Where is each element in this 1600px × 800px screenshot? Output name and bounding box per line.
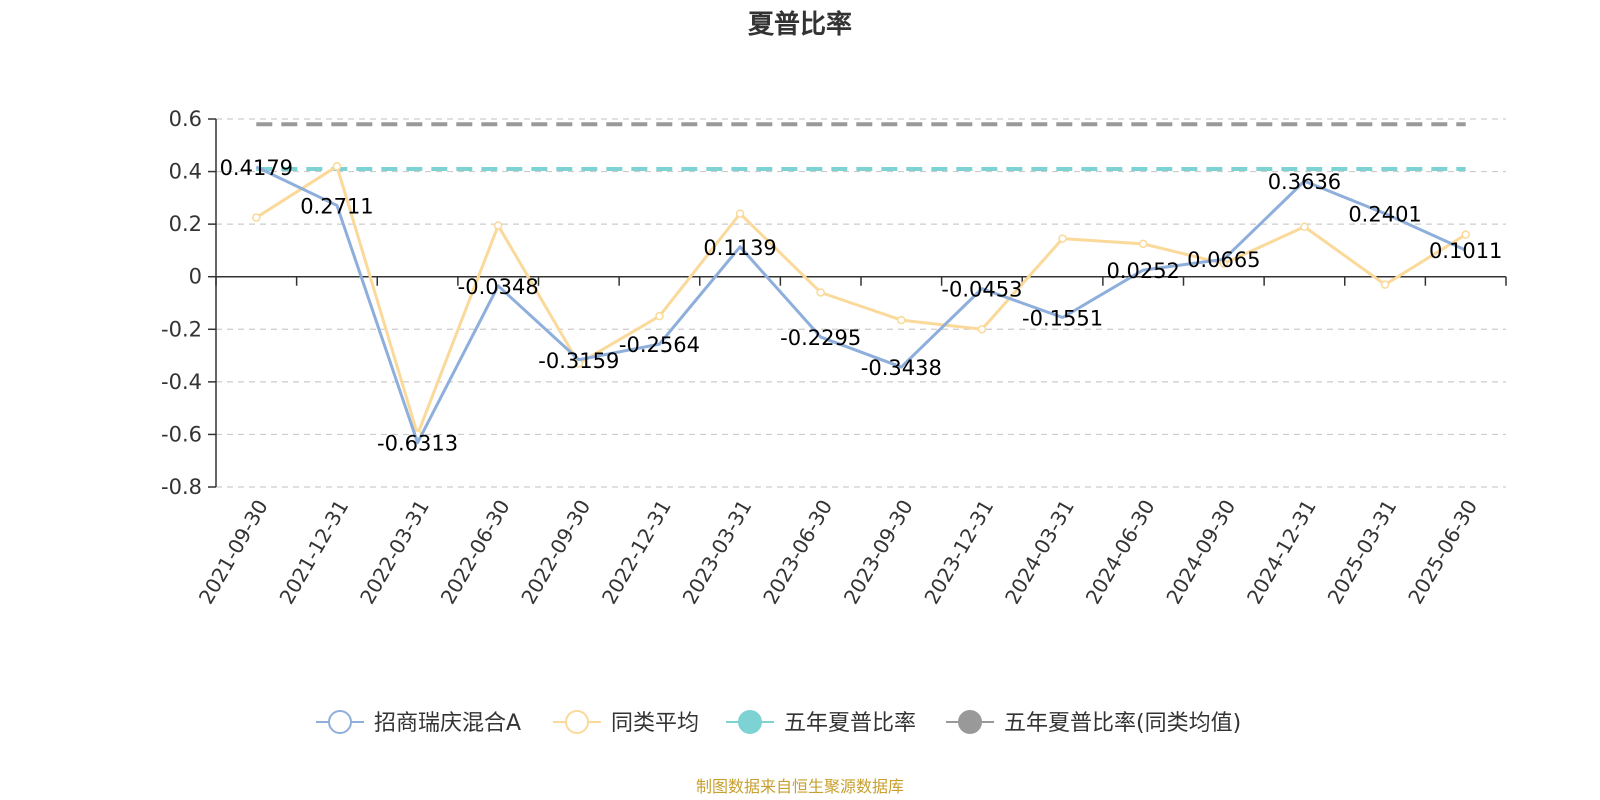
- x-tick-label: 2022-12-31: [597, 496, 676, 609]
- legend-item[interactable]: 招商瑞庆混合A: [316, 710, 521, 736]
- y-tick-label: 0.4: [169, 160, 202, 184]
- data-label: 0.1011: [1429, 239, 1502, 263]
- y-tick-label: 0: [189, 265, 202, 289]
- x-tick-label: 2024-06-30: [1081, 496, 1160, 609]
- data-label: 0.3636: [1268, 170, 1341, 194]
- grid-layer: [216, 118, 1506, 488]
- x-tick-label: 2024-12-31: [1242, 496, 1321, 609]
- x-tick-label: 2024-09-30: [1161, 496, 1240, 609]
- x-tick-label: 2023-06-30: [758, 496, 837, 609]
- data-point[interactable]: [1058, 234, 1067, 243]
- data-label: 0.0665: [1187, 248, 1260, 272]
- x-tick-label: 2021-09-30: [194, 496, 273, 609]
- data-point[interactable]: [735, 209, 745, 218]
- source-note: 制图数据来自恒生聚源数据库: [696, 777, 904, 796]
- data-label: -0.0453: [941, 278, 1022, 302]
- legend: 招商瑞庆混合A 同类平均 五年夏普比率 五年夏普比率(同类均值): [316, 710, 1241, 736]
- data-point[interactable]: [1138, 239, 1148, 249]
- data-point[interactable]: [1380, 280, 1390, 289]
- data-point[interactable]: [1300, 222, 1309, 232]
- x-tick-label: 2022-03-31: [355, 496, 434, 609]
- y-tick-label: -0.4: [161, 370, 202, 394]
- data-label: 0.4179: [220, 156, 293, 180]
- legend-marker: [958, 710, 982, 734]
- data-label: 0.1139: [703, 236, 776, 260]
- data-label: -0.0348: [458, 275, 539, 299]
- legend-item[interactable]: 五年夏普比率(同类均值): [946, 710, 1241, 736]
- chart-title: 夏普比率: [748, 9, 852, 40]
- x-tick-label: 2023-03-31: [677, 496, 756, 609]
- legend-marker: [738, 710, 762, 734]
- data-point[interactable]: [252, 213, 261, 222]
- legend-item[interactable]: 五年夏普比率: [726, 710, 916, 736]
- data-point[interactable]: [1461, 230, 1470, 239]
- data-label: 0.2401: [1348, 203, 1421, 227]
- data-label: -0.2295: [780, 326, 861, 350]
- x-tick-label: 2025-06-30: [1403, 496, 1482, 609]
- legend-label: 同类平均: [611, 711, 699, 736]
- y-tick-label: 0.2: [169, 212, 202, 236]
- x-tick-label: 2021-12-31: [274, 496, 353, 609]
- series-line: [255, 165, 1467, 445]
- legend-label: 招商瑞庆混合A: [374, 711, 521, 736]
- legend-item[interactable]: 同类平均: [553, 710, 699, 736]
- series-line: [255, 164, 1467, 436]
- y-tick-label: -0.6: [161, 422, 202, 446]
- data-point[interactable]: [332, 162, 342, 171]
- y-tick-label: -0.8: [161, 475, 202, 499]
- legend-label: 五年夏普比率: [784, 711, 916, 736]
- x-tick-label: 2023-12-31: [919, 496, 998, 609]
- data-label: 0.0252: [1106, 259, 1179, 283]
- data-label: -0.2564: [619, 333, 700, 357]
- x-tick-label: 2024-03-31: [1000, 496, 1079, 609]
- data-point[interactable]: [977, 325, 987, 334]
- data-point[interactable]: [655, 311, 664, 321]
- x-tick-label: 2022-06-30: [436, 496, 515, 609]
- legend-label: 五年夏普比率(同类均值): [1004, 711, 1241, 736]
- data-label: -0.6313: [377, 432, 458, 456]
- legend-marker: [565, 710, 589, 734]
- data-labels: 0.4179 0.2711 -0.6313 -0.0348 -0.3159-0.2564…: [220, 156, 1503, 456]
- data-point[interactable]: [816, 288, 825, 297]
- x-tick-label: 2022-09-30: [516, 496, 595, 609]
- reference-lines: [256, 122, 1466, 171]
- y-tick-label: -0.2: [161, 317, 202, 341]
- data-point[interactable]: [493, 221, 503, 230]
- x-tick-label: 2023-09-30: [839, 496, 918, 609]
- data-label: -0.3159: [538, 349, 619, 373]
- series-layer: [252, 162, 1470, 445]
- legend-marker: [328, 710, 352, 734]
- data-point[interactable]: [897, 315, 906, 325]
- data-label: 0.2711: [300, 194, 373, 218]
- x-tick-label: 2025-03-31: [1322, 496, 1401, 609]
- data-label: -0.1551: [1022, 306, 1103, 330]
- y-tick-label: 0.6: [169, 107, 202, 131]
- data-label: -0.3438: [861, 356, 942, 380]
